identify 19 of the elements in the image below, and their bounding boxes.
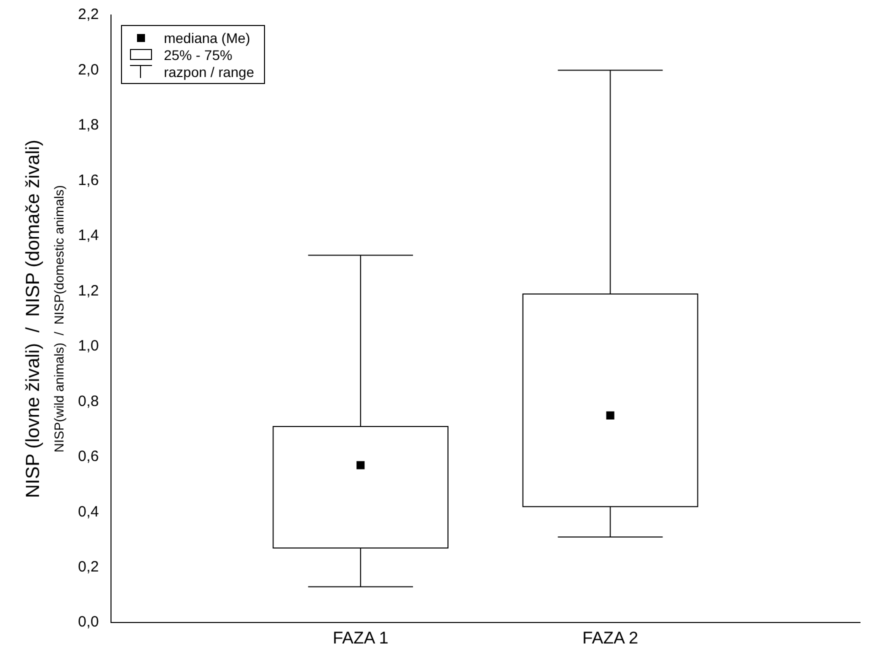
y-tick-label: 0,0	[78, 614, 99, 631]
x-tick-label: FAZA 1	[332, 628, 388, 648]
annotation: 25% - 75%	[164, 46, 232, 62]
annotation: mediana (Me)	[164, 30, 250, 46]
y-tick-label: 1,6	[78, 172, 99, 189]
y-tick-label: 1,0	[78, 338, 99, 355]
y-tick-label: 1,8	[78, 116, 99, 134]
y-tick-label: 0,4	[78, 503, 99, 520]
y-tick-label: 1,2	[78, 282, 99, 300]
x-tick-label: FAZA 2	[582, 628, 638, 648]
y-axis-title: NISP (lovne živali) / NISP (domače živali) NISP(wild animals) / NISP(domestic animals)	[23, 140, 67, 498]
annotation: razpon / range	[164, 64, 254, 80]
key-panel: mediana (Me) 25% - 75% razpon / range	[120, 25, 266, 84]
y-tick-label: 0,2	[78, 558, 99, 576]
y-tick-label: 2,0	[78, 61, 99, 78]
y-tick-label: 0,8	[78, 392, 99, 410]
y-tick-label: 0,6	[78, 448, 99, 466]
y-tick-label: 1,4	[78, 227, 99, 244]
y-tick-label: 2,2	[78, 6, 99, 24]
